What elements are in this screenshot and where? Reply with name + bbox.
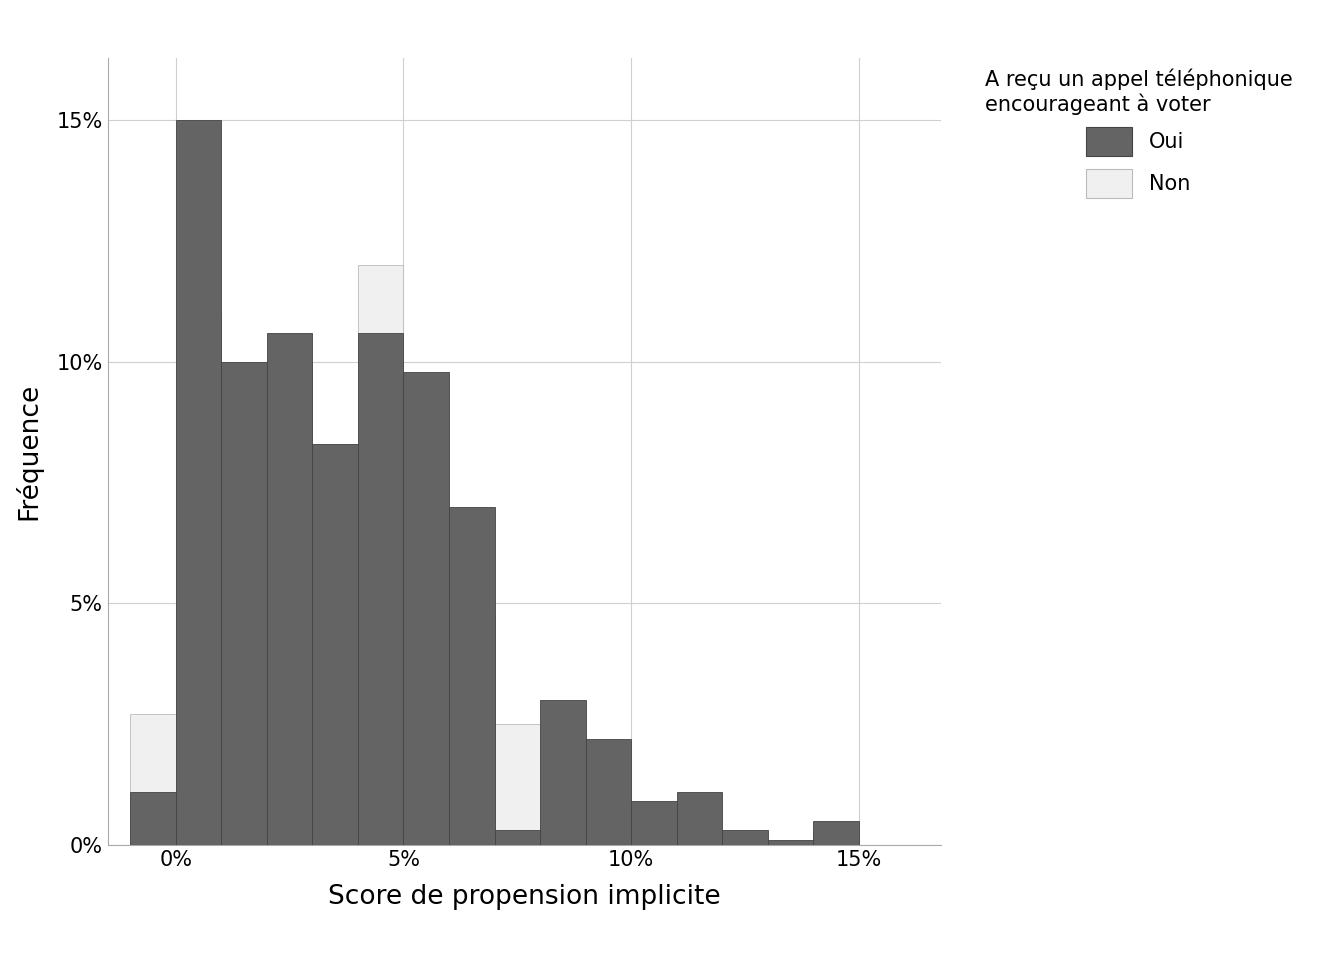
Bar — [267, 333, 312, 845]
Bar — [312, 444, 358, 845]
Bar — [312, 444, 358, 845]
Bar — [632, 802, 676, 845]
Bar — [540, 748, 586, 845]
Bar — [267, 362, 312, 845]
Legend: Oui, Non: Oui, Non — [985, 68, 1293, 199]
Bar — [130, 714, 176, 845]
Bar — [449, 507, 495, 845]
Bar — [813, 830, 859, 845]
Bar — [586, 806, 632, 845]
Bar — [176, 314, 222, 845]
Bar — [495, 724, 540, 845]
Bar — [130, 792, 176, 845]
Bar — [449, 613, 495, 845]
Bar — [586, 738, 632, 845]
X-axis label: Score de propension implicite: Score de propension implicite — [328, 883, 720, 909]
Bar — [676, 830, 722, 845]
Bar — [767, 840, 813, 845]
Bar — [358, 265, 403, 845]
Bar — [495, 830, 540, 845]
Bar — [813, 821, 859, 845]
Bar — [358, 333, 403, 845]
Bar — [540, 700, 586, 845]
Y-axis label: Fréquence: Fréquence — [15, 383, 43, 519]
Bar — [222, 459, 267, 845]
Bar — [676, 792, 722, 845]
Bar — [222, 362, 267, 845]
Bar — [176, 120, 222, 845]
Bar — [722, 830, 767, 845]
Bar — [403, 507, 449, 845]
Bar — [403, 372, 449, 845]
